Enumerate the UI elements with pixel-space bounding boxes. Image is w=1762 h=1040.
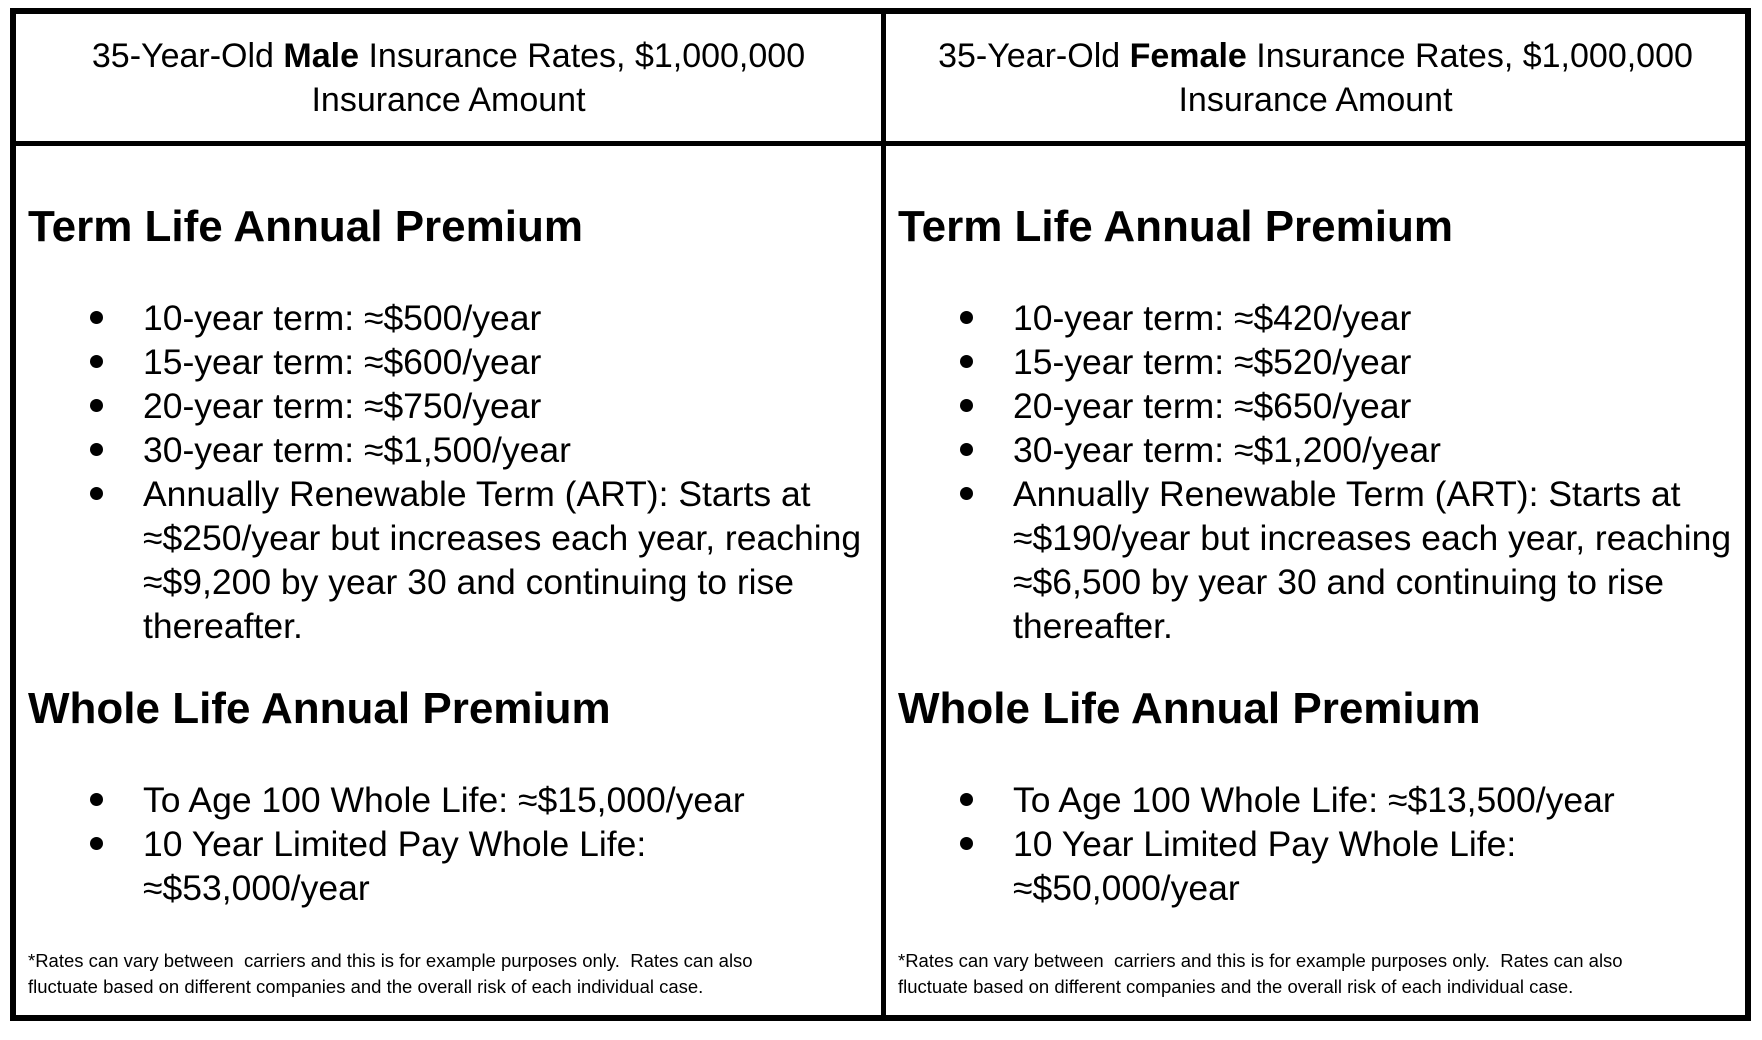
header-suffix: Insurance Rates, $1,000,000 Insurance Am… [311,36,806,119]
list-item: Annually Renewable Term (ART): Starts at… [28,472,871,648]
whole-life-heading: Whole Life Annual Premium [28,684,611,733]
term-life-list: 10-year term: ≈$500/year 15-year term: ≈$… [28,296,871,648]
female-rates-cell: Term Life Annual Premium 10-year term: ≈… [886,146,1745,1015]
whole-life-list: To Age 100 Whole Life: ≈$15,000/year 10 Y… [28,778,871,910]
footnote: *Rates can vary between carriers and thi… [28,950,758,997]
list-item: Annually Renewable Term (ART): Starts at… [898,472,1735,648]
header-prefix: 35-Year-Old [91,36,274,75]
header-gender: Male [283,36,360,75]
list-item: 10-year term: ≈$420/year [898,296,1735,340]
male-header-cell: 35-Year-Old Male Insurance Rates, $1,000… [16,14,886,146]
whole-life-heading: Whole Life Annual Premium [898,684,1481,733]
term-life-list: 10-year term: ≈$420/year 15-year term: ≈$… [898,296,1735,648]
male-rates-cell: Term Life Annual Premium 10-year term: ≈… [16,146,886,1015]
list-item: 10 Year Limited Pay Whole Life: ≈$50,000… [898,822,1735,910]
term-life-heading: Term Life Annual Premium [898,202,1453,251]
list-item: 30-year term: ≈$1,200/year [898,428,1735,472]
insurance-rates-table: 35-Year-Old Male Insurance Rates, $1,000… [10,8,1751,1021]
list-item: 15-year term: ≈$600/year [28,340,871,384]
header-prefix: 35-Year-Old [938,36,1121,75]
list-item: 30-year term: ≈$1,500/year [28,428,871,472]
male-header-title: 35-Year-Old Male Insurance Rates, $1,000… [64,34,834,122]
footnote: *Rates can vary between carriers and thi… [898,950,1628,997]
header-suffix: Insurance Rates, $1,000,000 Insurance Am… [1178,36,1693,119]
list-item: 20-year term: ≈$650/year [898,384,1735,428]
female-header-cell: 35-Year-Old Female Insurance Rates, $1,0… [886,14,1745,146]
list-item: 20-year term: ≈$750/year [28,384,871,428]
whole-life-list: To Age 100 Whole Life: ≈$13,500/year 10 Y… [898,778,1735,910]
list-item: To Age 100 Whole Life: ≈$13,500/year [898,778,1735,822]
female-header-title: 35-Year-Old Female Insurance Rates, $1,0… [931,34,1701,122]
list-item: To Age 100 Whole Life: ≈$15,000/year [28,778,871,822]
header-gender: Female [1129,36,1247,75]
list-item: 10 Year Limited Pay Whole Life: ≈$53,000… [28,822,871,910]
term-life-heading: Term Life Annual Premium [28,202,583,251]
list-item: 10-year term: ≈$500/year [28,296,871,340]
list-item: 15-year term: ≈$520/year [898,340,1735,384]
